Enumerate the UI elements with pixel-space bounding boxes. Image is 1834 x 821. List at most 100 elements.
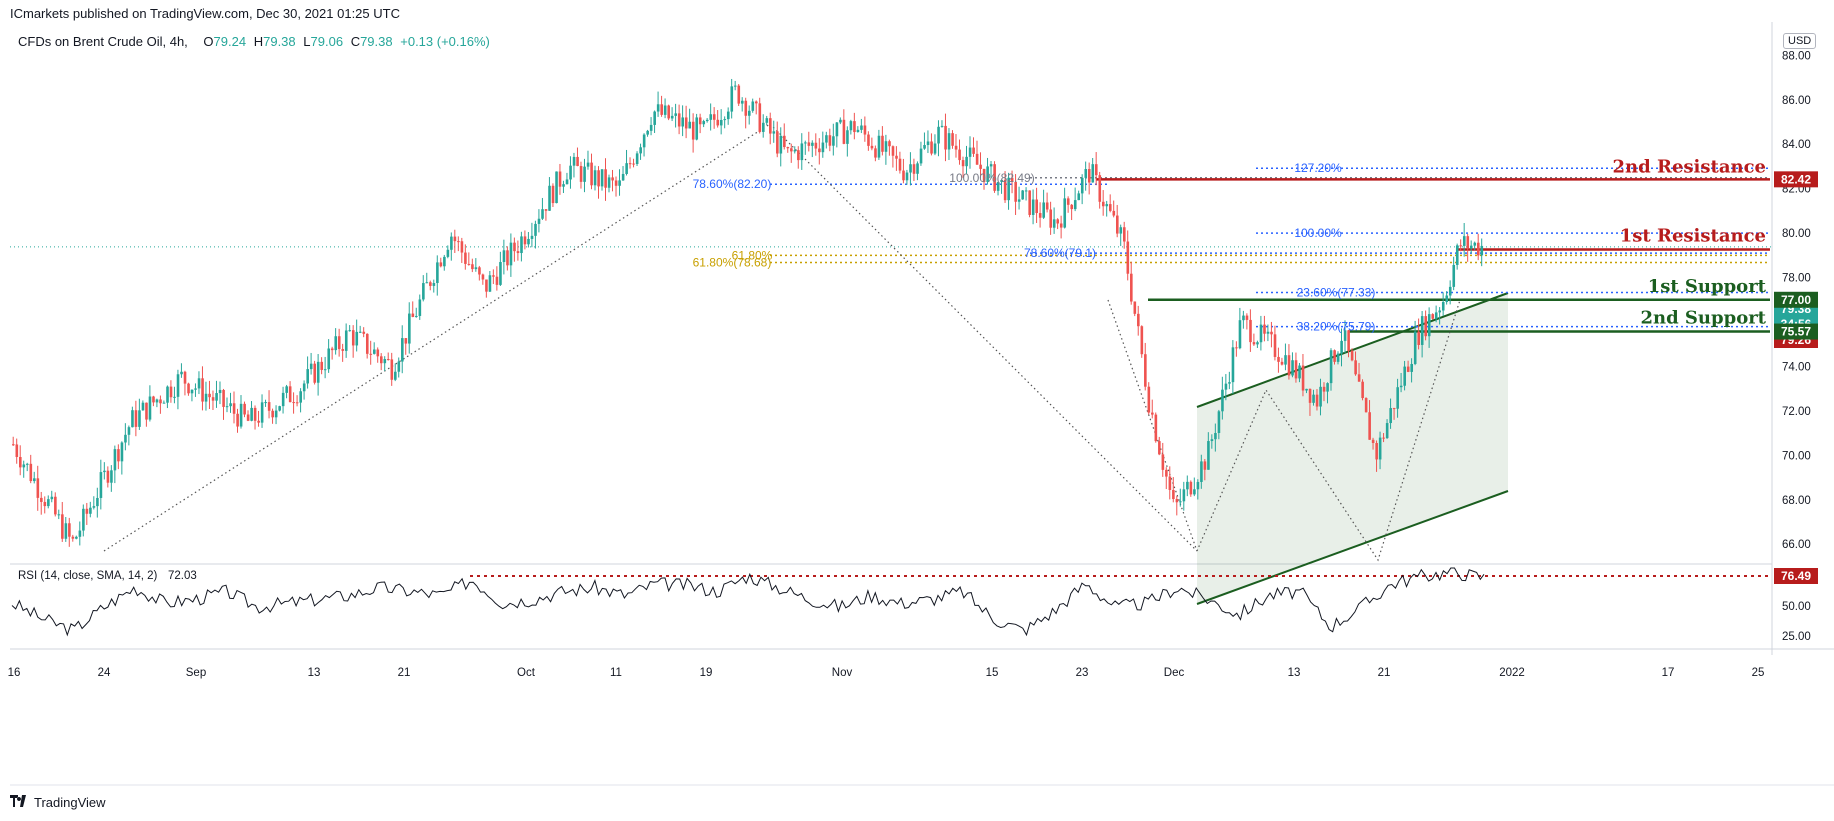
- candle-body: [569, 165, 572, 180]
- candle-body: [1266, 331, 1270, 334]
- candle-body: [1305, 388, 1308, 391]
- candle-body: [712, 114, 716, 120]
- candle-body: [509, 242, 513, 266]
- candle-body: [148, 396, 152, 420]
- candle-body: [996, 182, 1000, 191]
- candle-body: [246, 414, 250, 421]
- candle-body: [723, 119, 727, 121]
- fib-leg-1: [1107, 299, 1198, 552]
- candle-body: [358, 331, 362, 333]
- currency-button[interactable]: USD: [1783, 33, 1817, 49]
- candle-body: [33, 478, 36, 482]
- candle-body: [716, 119, 720, 126]
- candle-body: [860, 125, 863, 130]
- candle-body: [376, 349, 380, 357]
- candle-body: [993, 164, 996, 191]
- candle-body: [22, 464, 26, 468]
- resistance-2-label: 2nd Resistance: [1613, 156, 1766, 177]
- open-value: O79.24: [203, 34, 247, 49]
- candle-body: [488, 275, 492, 292]
- candle-body: [811, 142, 814, 146]
- candle-body: [744, 100, 748, 116]
- y-tick-label: 80.00: [1782, 228, 1811, 240]
- candle-body: [930, 141, 933, 154]
- candle-body: [828, 135, 832, 146]
- candle-body: [1144, 354, 1147, 387]
- candle-body: [688, 121, 692, 129]
- candle-body: [814, 142, 818, 149]
- candle-body: [99, 472, 103, 498]
- footer-brand: TradingView: [10, 795, 106, 810]
- candle-body: [909, 164, 912, 173]
- candle-body: [965, 156, 968, 167]
- candle-body: [117, 449, 120, 462]
- candle-body: [387, 359, 390, 361]
- candle-body: [793, 150, 797, 152]
- candle-body: [348, 330, 352, 332]
- fib-label: 100.00%(82.49): [949, 171, 1034, 185]
- candle-body: [1070, 204, 1074, 210]
- price-tag-bg: [1774, 291, 1818, 308]
- fib-label: 127.20%: [1294, 161, 1342, 175]
- candle-body: [471, 264, 474, 270]
- candle-body: [881, 135, 884, 152]
- candle-body: [1291, 360, 1294, 376]
- candle-body: [19, 457, 22, 468]
- candle-body: [1112, 210, 1116, 216]
- candle-body: [534, 223, 537, 236]
- candle-body: [1382, 437, 1385, 439]
- candle-body: [253, 407, 257, 421]
- candle-body: [1452, 264, 1456, 287]
- candle-body: [1140, 326, 1144, 355]
- candle-body: [1417, 331, 1421, 345]
- candle-body: [604, 169, 607, 188]
- candle-body: [874, 148, 877, 158]
- candle-body: [1410, 363, 1413, 372]
- candle-body: [891, 146, 895, 156]
- candle-body: [986, 166, 989, 183]
- candle-body: [1441, 302, 1445, 311]
- candle-body: [71, 536, 75, 539]
- candle-body: [807, 142, 811, 146]
- candle-body: [733, 85, 737, 87]
- candle-body: [1273, 334, 1277, 357]
- candle-body: [1322, 386, 1326, 392]
- trendline-up: [103, 123, 771, 552]
- candle-body: [684, 117, 688, 129]
- candle-body: [1154, 414, 1158, 442]
- candle-body: [958, 149, 961, 161]
- candle-body: [642, 134, 646, 148]
- candle-body: [548, 185, 551, 211]
- candle-body: [989, 164, 993, 167]
- candle-body: [124, 434, 127, 443]
- candle-body: [523, 236, 527, 245]
- candle-body: [481, 274, 485, 280]
- candle-body: [495, 276, 499, 285]
- candle-body: [460, 241, 464, 253]
- candle-body: [705, 119, 709, 122]
- candle-body: [1038, 213, 1042, 218]
- symbol-name[interactable]: CFDs on Brent Crude Oil, 4h,: [18, 34, 188, 49]
- candle-body: [1105, 204, 1109, 207]
- candle-body: [1350, 350, 1354, 361]
- candle-body: [506, 250, 509, 266]
- candle-body: [1063, 198, 1067, 228]
- candle-body: [1413, 331, 1417, 364]
- candle-body: [1406, 366, 1410, 372]
- candle-body: [576, 156, 579, 167]
- candle-body: [1073, 200, 1077, 210]
- candle-body: [1045, 202, 1049, 210]
- rsi-tick-label: 50.00: [1782, 601, 1811, 613]
- rsi-tag-bg: [1774, 568, 1818, 584]
- candle-body: [446, 249, 450, 257]
- y-tick-label: 72.00: [1782, 406, 1811, 418]
- candle-body: [106, 470, 110, 483]
- candle-body: [698, 117, 702, 125]
- candle-body: [649, 124, 653, 131]
- candle-body: [1280, 361, 1284, 365]
- candle-body: [1210, 439, 1214, 442]
- candle-body: [1003, 179, 1007, 201]
- candle-body: [229, 403, 232, 407]
- candle-body: [257, 420, 260, 423]
